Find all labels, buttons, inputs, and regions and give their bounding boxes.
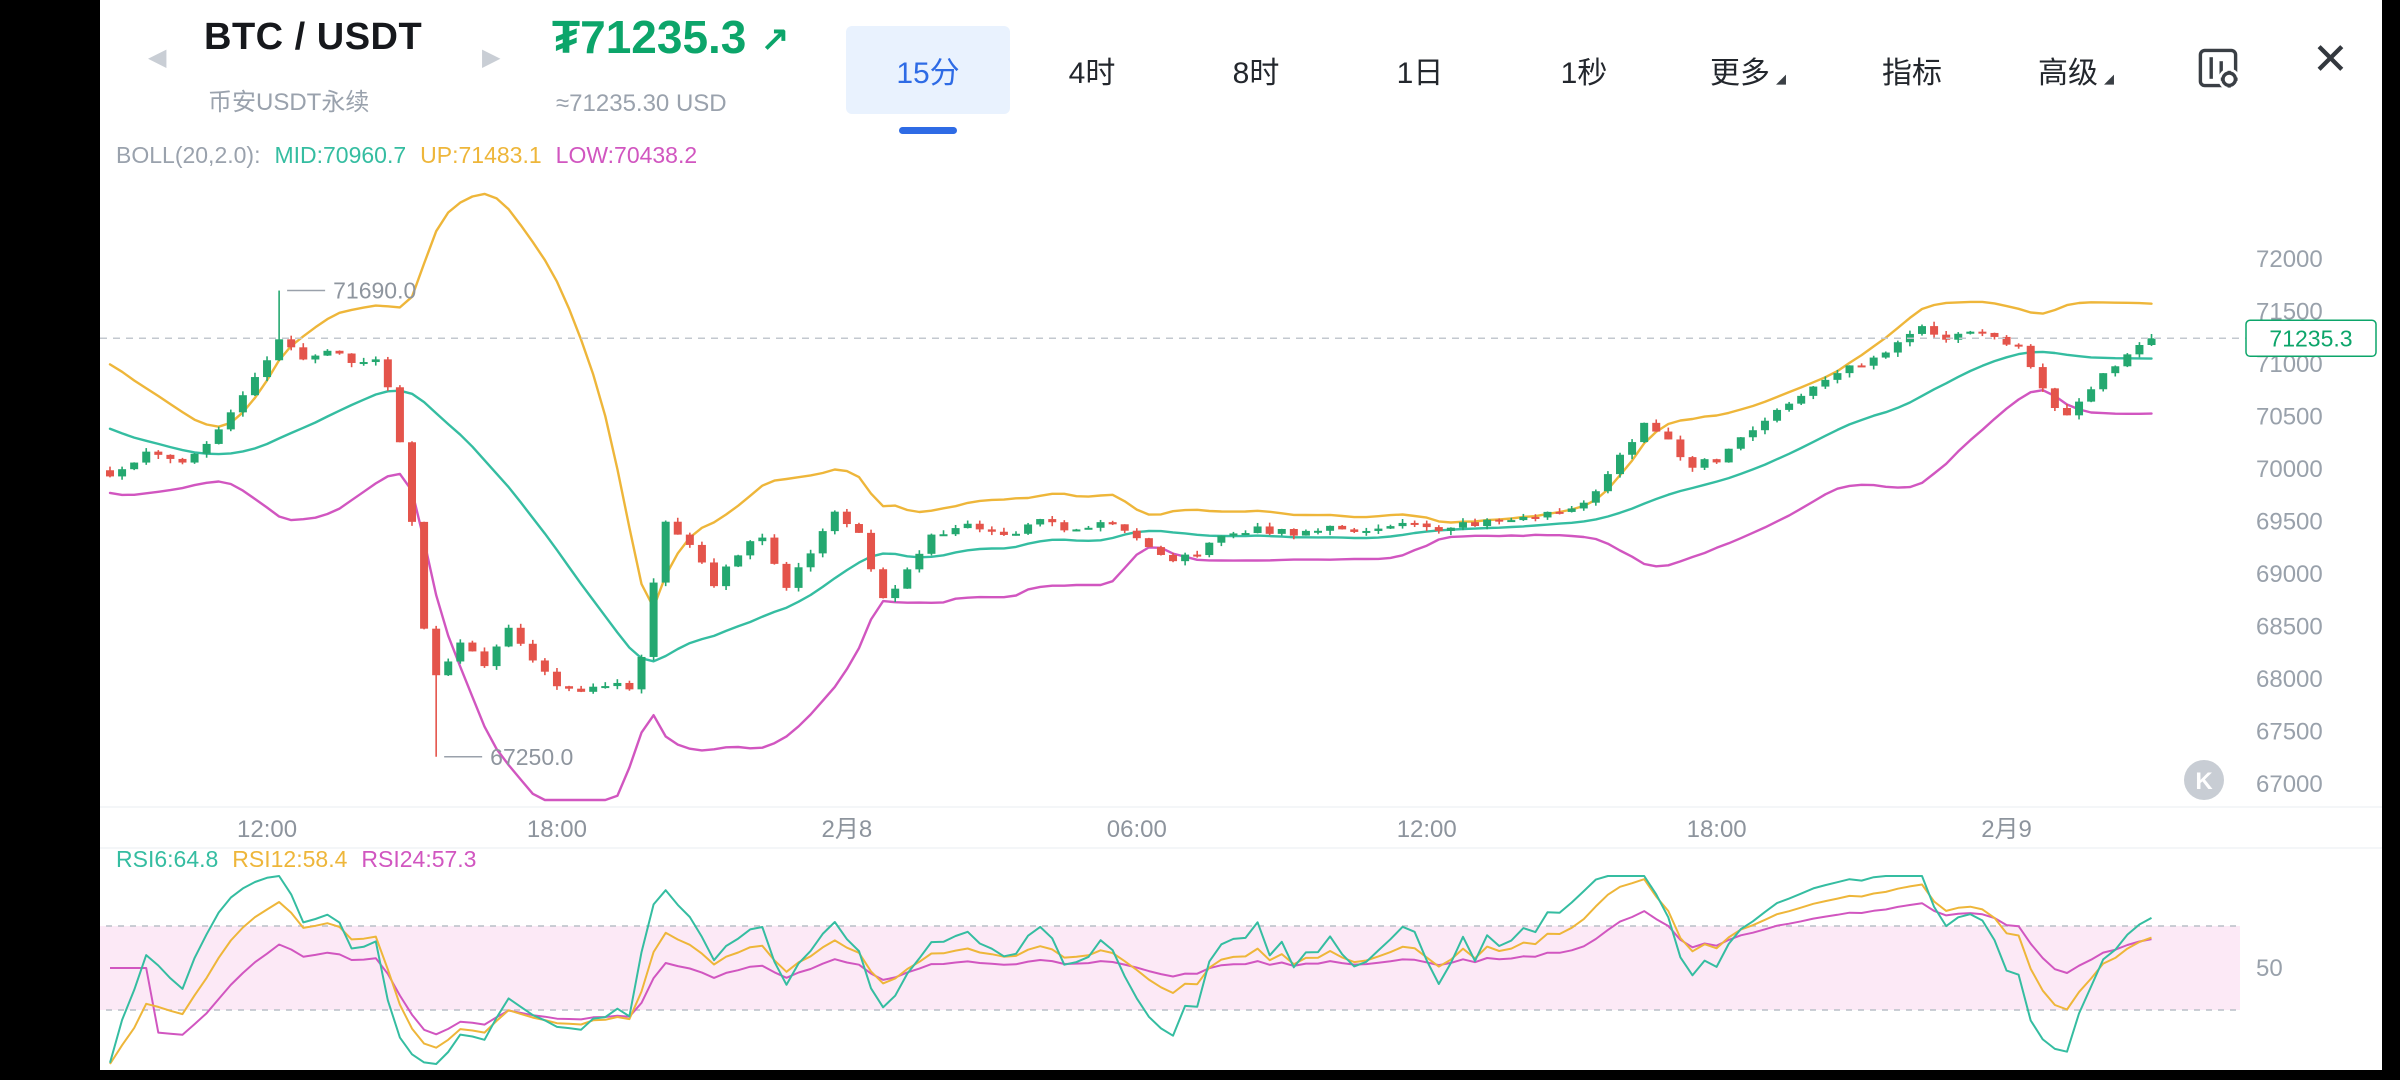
timeframe-tab-7[interactable]: 高级 ◢ <box>1994 26 2158 114</box>
svg-text:18:00: 18:00 <box>527 816 587 843</box>
rsi12-value: RSI12:58.4 <box>232 846 348 872</box>
price-currency-symbol: ₮ <box>552 11 581 63</box>
rsi-indicator-legend[interactable]: RSI6:64.8 RSI12:58.4 RSI24:57.3 <box>116 846 490 873</box>
svg-text:71690.0: 71690.0 <box>333 278 416 304</box>
svg-text:70000: 70000 <box>2256 456 2323 483</box>
svg-text:69500: 69500 <box>2256 509 2323 536</box>
trend-up-icon: ↗ <box>760 20 790 58</box>
timeframe-tab-3[interactable]: 1日 <box>1338 26 1502 114</box>
timeframe-tab-1[interactable]: 4时 <box>1010 26 1174 114</box>
chart-settings-icon[interactable] <box>2194 44 2242 92</box>
prev-symbol-arrow-icon[interactable]: ◀ <box>148 44 167 71</box>
timeframe-tab-2[interactable]: 8时 <box>1174 26 1338 114</box>
header: ◀ BTC / USDT ▶ 币安USDT永续 ₮71235.3 ↗ ≈7123… <box>100 0 2382 140</box>
rsi24-value: RSI24:57.3 <box>361 846 477 872</box>
tab-label: 指标 <box>1882 57 1942 90</box>
svg-text:72000: 72000 <box>2256 246 2323 273</box>
boll-indicator-legend[interactable]: BOLL(20,2.0): MID:70960.7 UP:71483.1 LOW:70… <box>116 142 711 169</box>
svg-text:71235.3: 71235.3 <box>2269 325 2352 351</box>
next-symbol-arrow-icon[interactable]: ▶ <box>482 44 501 71</box>
svg-text:67000: 67000 <box>2256 771 2323 798</box>
candlestick-chart[interactable]: 7200071500710007050070000695006900068500… <box>100 140 2382 1070</box>
tab-label: 1秒 <box>1560 57 1608 90</box>
svg-text:2月8: 2月8 <box>822 816 873 843</box>
timeframe-tab-4[interactable]: 1秒 <box>1502 26 1666 114</box>
svg-text:12:00: 12:00 <box>1397 816 1457 843</box>
dropdown-caret-icon: ◢ <box>1776 71 1786 86</box>
rsi6-value: RSI6:64.8 <box>116 846 219 872</box>
boll-label: BOLL(20,2.0): <box>116 142 261 168</box>
timeframe-tab-5[interactable]: 更多 ◢ <box>1666 26 1830 114</box>
svg-text:50: 50 <box>2256 955 2283 982</box>
svg-text:70500: 70500 <box>2256 404 2323 431</box>
tab-label: 高级 <box>2038 57 2098 90</box>
svg-text:18:00: 18:00 <box>1687 816 1747 843</box>
close-icon[interactable]: ✕ <box>2312 35 2349 84</box>
contract-subtitle: 币安USDT永续 <box>208 89 370 116</box>
boll-mid-value: MID:70960.7 <box>274 142 407 168</box>
svg-text:69000: 69000 <box>2256 561 2323 588</box>
svg-text:K: K <box>2195 768 2213 795</box>
price-usd-approx: ≈71235.30 USD <box>556 90 727 117</box>
svg-text:67500: 67500 <box>2256 719 2323 746</box>
price-value: 71235.3 <box>580 11 747 63</box>
app-screen: ◀ BTC / USDT ▶ 币安USDT永续 ₮71235.3 ↗ ≈7123… <box>100 0 2382 1070</box>
dropdown-caret-icon: ◢ <box>2104 71 2114 86</box>
svg-text:06:00: 06:00 <box>1107 816 1167 843</box>
svg-text:67250.0: 67250.0 <box>490 744 573 770</box>
svg-text:68000: 68000 <box>2256 666 2323 693</box>
tab-label: 1日 <box>1396 57 1444 90</box>
tab-label: 更多 <box>1710 57 1770 90</box>
last-price: ₮71235.3 ↗ <box>552 10 789 64</box>
svg-text:2月9: 2月9 <box>1981 816 2032 843</box>
boll-up-value: UP:71483.1 <box>420 142 542 168</box>
timeframe-tab-0[interactable]: 15分 <box>846 26 1010 114</box>
svg-text:12:00: 12:00 <box>237 816 297 843</box>
symbol-title[interactable]: BTC / USDT <box>204 16 423 58</box>
tab-label: 8时 <box>1232 57 1280 90</box>
tab-label: 4时 <box>1068 57 1116 90</box>
svg-text:68500: 68500 <box>2256 614 2323 641</box>
boll-low-value: LOW:70438.2 <box>555 142 698 168</box>
timeframe-tab-6[interactable]: 指标 <box>1830 26 1994 114</box>
timeframe-tabs: 15分 4时 8时 1日 1秒 更多 ◢ 指标 高级 ◢ <box>846 26 2158 114</box>
tab-label: 15分 <box>896 57 960 90</box>
